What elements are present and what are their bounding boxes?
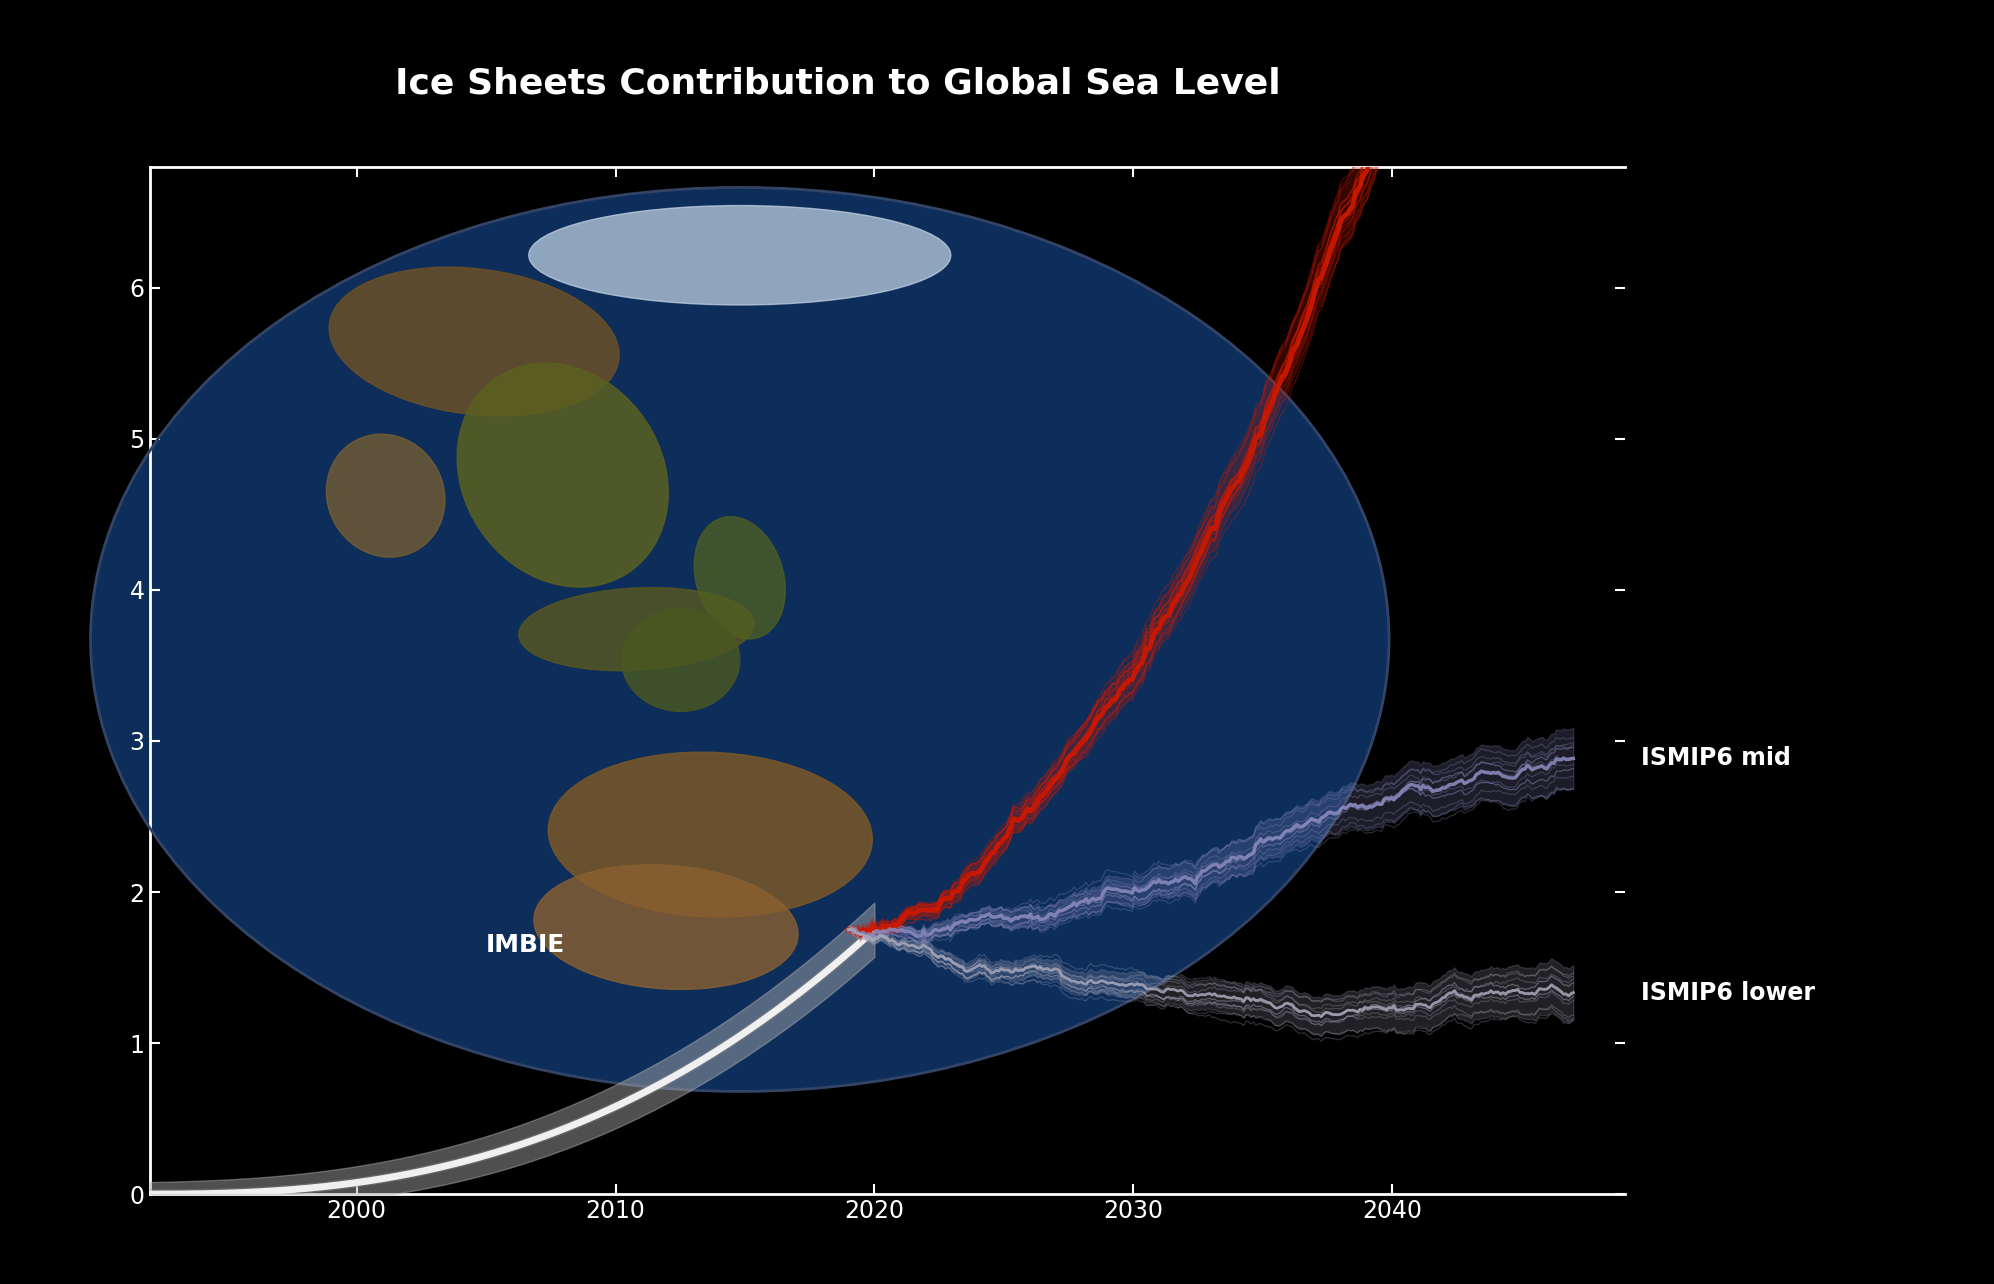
Ellipse shape [457,363,668,587]
Ellipse shape [534,864,798,990]
Ellipse shape [694,516,786,639]
Ellipse shape [622,609,740,711]
Ellipse shape [518,588,754,670]
Text: ISMIP6 mid: ISMIP6 mid [1641,746,1791,770]
Text: Ice Sheets Contribution to Global Sea Level: Ice Sheets Contribution to Global Sea Le… [395,67,1280,100]
Ellipse shape [329,267,620,416]
Ellipse shape [548,752,871,917]
Text: IMBIE: IMBIE [487,933,566,957]
Circle shape [90,187,1390,1091]
Ellipse shape [528,205,951,306]
Ellipse shape [327,434,445,557]
Text: ISMIP6 lower: ISMIP6 lower [1641,981,1815,1004]
